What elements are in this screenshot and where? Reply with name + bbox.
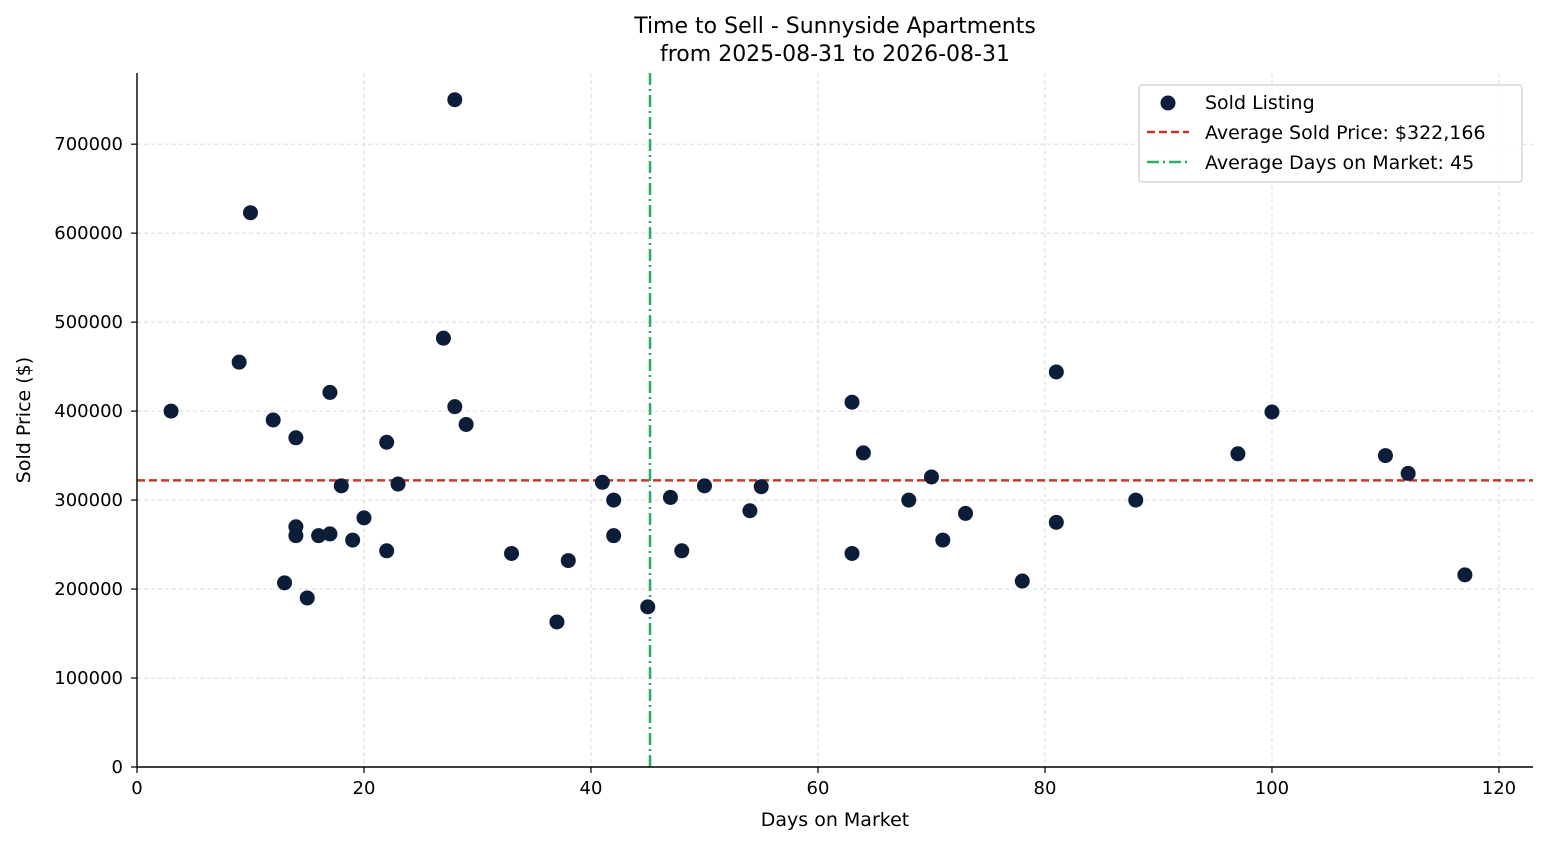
y-tick-label: 500000 <box>54 312 123 333</box>
legend-label-sold-listing: Sold Listing <box>1205 92 1315 114</box>
data-point <box>674 543 690 559</box>
data-point <box>379 434 395 450</box>
data-point <box>435 330 451 346</box>
data-point <box>855 445 871 461</box>
data-point <box>662 489 678 505</box>
data-point <box>447 399 463 415</box>
x-tick-label: 0 <box>131 778 142 799</box>
data-point <box>322 526 338 542</box>
data-point <box>753 479 769 495</box>
y-tick-label: 100000 <box>54 668 123 689</box>
data-point <box>379 543 395 559</box>
data-point <box>265 412 281 428</box>
data-point <box>163 403 179 419</box>
data-point <box>333 478 349 494</box>
y-tick-label: 600000 <box>54 223 123 244</box>
y-tick-label: 0 <box>112 757 123 778</box>
y-axis-label: Sold Price ($) <box>13 357 35 483</box>
data-point <box>923 469 939 485</box>
x-axis-label: Days on Market <box>761 809 909 831</box>
y-tick-label: 200000 <box>54 579 123 600</box>
data-point <box>231 354 247 370</box>
axis-ticks: 0 20 40 60 80 100 120 0 100000 200000 300000 400000… <box>54 134 1516 799</box>
data-point <box>447 92 463 108</box>
data-point <box>1230 446 1246 462</box>
data-points <box>163 92 1473 630</box>
data-point <box>1377 448 1393 464</box>
reference-lines <box>137 73 1533 767</box>
data-point <box>1048 364 1064 380</box>
data-point <box>1014 573 1030 589</box>
legend-label-avg-price: Average Sold Price: $322,166 <box>1205 122 1486 144</box>
data-point <box>844 394 860 410</box>
data-point <box>299 590 315 606</box>
data-point <box>958 505 974 521</box>
data-point <box>1400 465 1416 481</box>
data-point <box>1457 567 1473 583</box>
data-point <box>356 510 372 526</box>
data-point <box>640 599 656 615</box>
data-point <box>594 474 610 490</box>
data-point <box>606 528 622 544</box>
data-point <box>288 528 304 544</box>
data-point <box>742 503 758 519</box>
legend-box <box>1138 84 1523 183</box>
data-point <box>1128 492 1144 508</box>
x-tick-label: 20 <box>353 778 376 799</box>
data-point <box>901 492 917 508</box>
y-tick-label: 700000 <box>54 134 123 155</box>
chart-subtitle: from 2025-08-31 to 2026-08-31 <box>660 42 1010 67</box>
x-tick-label: 80 <box>1034 778 1057 799</box>
legend-label-avg-days: Average Days on Market: 45 <box>1205 152 1474 174</box>
x-tick-label: 120 <box>1482 778 1516 799</box>
legend-marker-sold-listing <box>1160 95 1176 111</box>
data-point <box>1264 404 1280 420</box>
chart-title: Time to Sell - Sunnyside Apartments <box>633 14 1036 39</box>
data-point <box>242 205 258 221</box>
data-point <box>322 384 338 400</box>
y-tick-label: 300000 <box>54 490 123 511</box>
data-point <box>277 575 293 591</box>
data-point <box>1048 514 1064 530</box>
data-point <box>549 614 565 630</box>
legend: Sold Listing Average Sold Price: $322,16… <box>1138 84 1523 183</box>
data-point <box>458 416 474 432</box>
data-point <box>504 545 520 561</box>
data-point <box>844 545 860 561</box>
data-point <box>288 430 304 446</box>
data-point <box>935 532 951 548</box>
data-point <box>696 478 712 494</box>
data-point <box>606 492 622 508</box>
y-tick-label: 400000 <box>54 401 123 422</box>
data-point <box>345 532 361 548</box>
x-tick-label: 100 <box>1255 778 1289 799</box>
data-point <box>311 528 327 544</box>
data-point <box>390 476 406 492</box>
x-tick-label: 60 <box>807 778 830 799</box>
x-tick-label: 40 <box>580 778 603 799</box>
data-point <box>560 553 576 569</box>
